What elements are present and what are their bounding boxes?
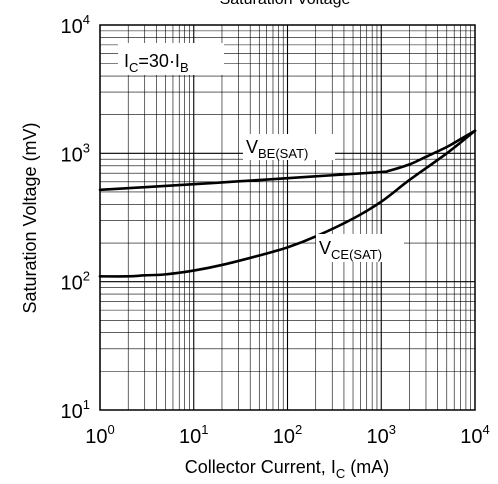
grid xyxy=(99,25,475,411)
series-line-vce-sat xyxy=(98,129,477,278)
x-tick-label: 102 xyxy=(273,422,302,448)
vbe-label-bg xyxy=(243,134,335,160)
plot-frame xyxy=(99,24,476,411)
condition-box-bg xyxy=(118,43,224,75)
y-axis-title: Saturation Voltage (mV) xyxy=(20,122,40,313)
y-tick-label: 104 xyxy=(61,12,90,38)
chart-title: Saturation Voltage xyxy=(220,0,351,8)
series-label-vce-sat: VCE(SAT) xyxy=(319,238,382,262)
condition-label: IC=30·IB xyxy=(124,51,189,75)
vce-label-bg xyxy=(316,234,404,262)
y-tick-label: 102 xyxy=(61,269,90,295)
series-label-vbe-sat: VBE(SAT) xyxy=(246,137,308,161)
series-line-vbe-sat xyxy=(98,129,477,192)
series-layer xyxy=(98,129,477,278)
y-tick-label: 103 xyxy=(61,140,90,166)
x-tick-label: 103 xyxy=(367,422,396,448)
x-tick-label: 104 xyxy=(460,422,489,448)
y-tick-label: 101 xyxy=(61,397,90,423)
x-tick-label: 101 xyxy=(179,422,208,448)
x-axis-title: Collector Current, IC (mA) xyxy=(185,457,389,481)
x-tick-labels: 100 101 102 103 104 xyxy=(85,422,489,448)
y-tick-labels: 101 102 103 104 xyxy=(61,12,90,423)
x-tick-label: 100 xyxy=(85,422,114,448)
